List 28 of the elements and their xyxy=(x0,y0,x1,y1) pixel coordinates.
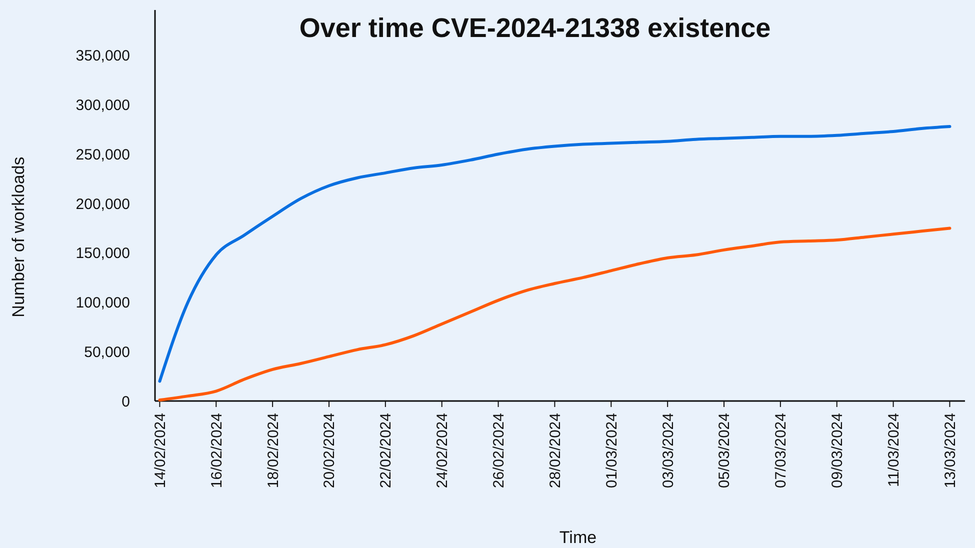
x-tick-label: 18/02/2024 xyxy=(264,413,282,488)
chart-title: Over time CVE-2024-21338 existence xyxy=(299,13,771,43)
y-tick-label: 300,000 xyxy=(76,97,130,114)
x-tick-label: 13/03/2024 xyxy=(942,413,959,488)
x-axis-title: Time xyxy=(559,528,597,547)
line-series xyxy=(158,125,952,383)
x-tick-label: 03/03/2024 xyxy=(660,413,677,488)
x-tick-label: 11/03/2024 xyxy=(886,413,903,487)
x-tick-label: 09/03/2024 xyxy=(829,413,846,488)
y-tick-label: 250,000 xyxy=(76,146,130,164)
x-tick-label: 20/02/2024 xyxy=(321,413,338,488)
x-tick-label: 24/02/2024 xyxy=(434,413,452,488)
x-tick-label: 26/02/2024 xyxy=(490,413,508,488)
y-tick-label: 350,000 xyxy=(76,48,130,65)
y-tick-label: 50,000 xyxy=(84,344,130,361)
x-tick-label: 05/03/2024 xyxy=(716,413,734,488)
x-tick-label: 22/02/2024 xyxy=(378,413,395,488)
x-tick-label: 01/03/2024 xyxy=(603,413,620,488)
line-series xyxy=(158,226,952,402)
y-axis-title: Number of workloads xyxy=(9,156,28,318)
x-tick-label: 28/02/2024 xyxy=(546,413,564,488)
x-tick-label: 07/03/2024 xyxy=(772,413,790,488)
y-tick-label: 0 xyxy=(122,393,130,410)
y-tick-label: 200,000 xyxy=(76,196,130,213)
y-tick-label: 100,000 xyxy=(76,294,130,312)
x-tick-label: 14/02/2024 xyxy=(152,413,169,488)
x-tick-label: 16/02/2024 xyxy=(208,413,226,488)
y-tick-label: 150,000 xyxy=(76,245,130,262)
